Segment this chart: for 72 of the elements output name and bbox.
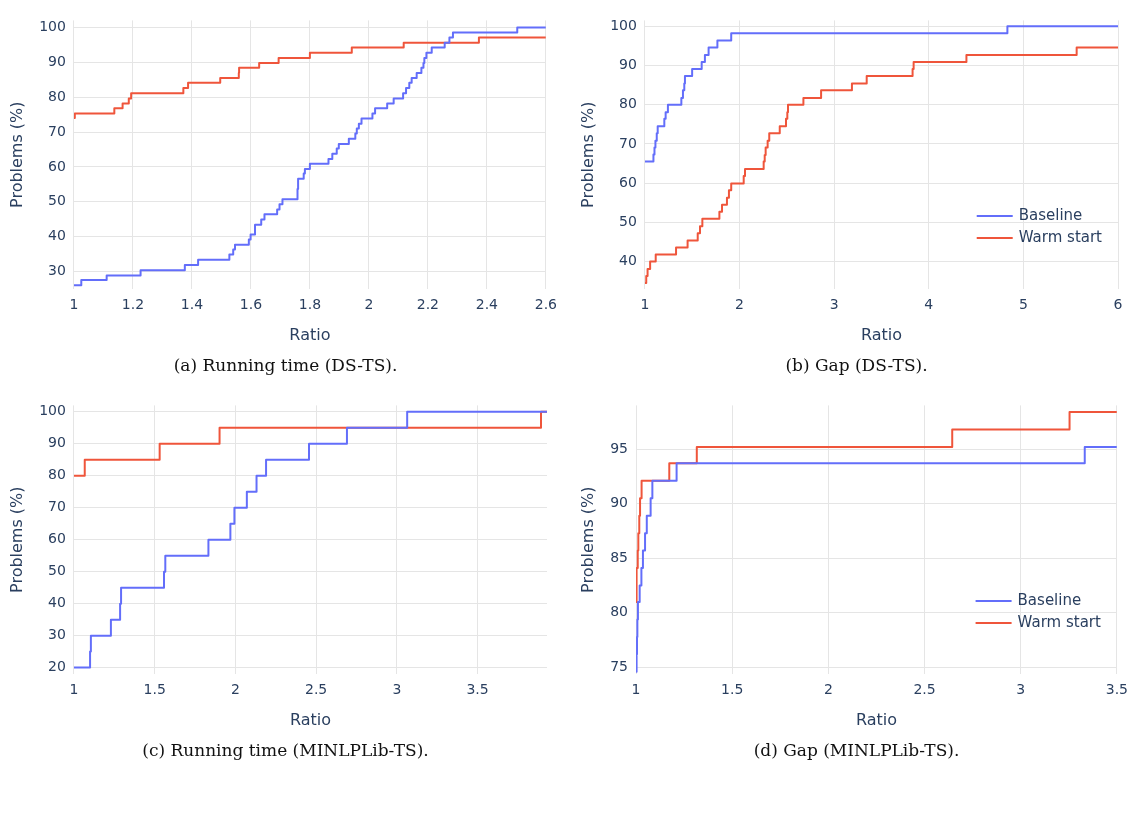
y-tick-label: 70 bbox=[48, 122, 66, 139]
y-tick-label: 90 bbox=[610, 494, 629, 511]
y-tick-label: 100 bbox=[610, 16, 637, 33]
y-tick-label: 60 bbox=[619, 173, 637, 190]
y-axis-title: Problems (%) bbox=[6, 101, 26, 208]
x-axis-title: Ratio bbox=[289, 709, 331, 729]
y-tick-label: 80 bbox=[610, 603, 629, 620]
x-tick-label: 1.5 bbox=[721, 681, 744, 698]
text: (d) Gap (MINLPLib-TS). bbox=[752, 740, 961, 760]
legend-label: Warm start bbox=[1017, 612, 1101, 631]
y-tick-label: 80 bbox=[48, 87, 66, 104]
y-axis-title: Problems (%) bbox=[577, 486, 597, 593]
x-tick-label: 1.5 bbox=[143, 681, 166, 698]
x-tick-label: 2.4 bbox=[475, 296, 499, 313]
x-tick-label: 2.5 bbox=[913, 681, 936, 698]
y-tick-label: 70 bbox=[48, 498, 66, 515]
x-axis-title: Ratio bbox=[855, 709, 897, 729]
y-tick-label: 30 bbox=[48, 262, 66, 279]
y-tick-label: 80 bbox=[48, 466, 66, 483]
y-tick-label: 85 bbox=[610, 548, 629, 565]
x-tick-label: 4 bbox=[924, 296, 934, 313]
x-axis-title: Ratio bbox=[860, 324, 902, 344]
x-tick-label: 3 bbox=[392, 681, 402, 698]
y-tick-label: 50 bbox=[48, 562, 66, 579]
y-tick-label: 70 bbox=[619, 134, 637, 151]
y-axis-title: Problems (%) bbox=[577, 101, 597, 208]
y-tick-label: 40 bbox=[48, 227, 66, 244]
y-tick-label: 50 bbox=[619, 212, 637, 229]
y-tick-label: 40 bbox=[48, 594, 66, 611]
x-axis-title: Ratio bbox=[289, 324, 331, 344]
x-tick-label: 3.5 bbox=[466, 681, 489, 698]
y-tick-label: 50 bbox=[48, 192, 66, 209]
x-tick-label: 1.6 bbox=[239, 296, 263, 313]
y-tick-label: 60 bbox=[48, 157, 66, 174]
y-tick-label: 100 bbox=[39, 18, 66, 35]
x-tick-label: 3 bbox=[829, 296, 839, 313]
y-tick-label: 100 bbox=[39, 402, 66, 419]
y-tick-label: 80 bbox=[619, 95, 637, 112]
x-tick-label: 2 bbox=[735, 296, 744, 313]
x-tick-label: 2 bbox=[823, 681, 833, 698]
x-tick-label: 6 bbox=[1113, 296, 1123, 313]
x-tick-label: 3 bbox=[1016, 681, 1026, 698]
y-tick-label: 90 bbox=[48, 434, 66, 451]
legend-label: Baseline bbox=[1017, 590, 1082, 609]
x-tick-label: 1.2 bbox=[121, 296, 145, 313]
y-tick-label: 90 bbox=[619, 56, 637, 73]
x-tick-label: 1 bbox=[631, 681, 641, 698]
y-axis-title: Problems (%) bbox=[6, 486, 26, 593]
y-tick-label: 30 bbox=[48, 626, 66, 643]
y-tick-label: 20 bbox=[48, 658, 66, 675]
y-tick-label: 95 bbox=[610, 439, 629, 456]
y-tick-label: 60 bbox=[48, 530, 66, 547]
text: (b) Gap (DS-TS). bbox=[784, 355, 929, 375]
legend-label: Warm start bbox=[1018, 227, 1103, 246]
x-tick-label: 1 bbox=[69, 681, 79, 698]
text: (c) Running time (MINLPLib-TS). bbox=[141, 740, 430, 760]
x-tick-label: 1.8 bbox=[298, 296, 322, 313]
legend-label: Baseline bbox=[1018, 205, 1083, 224]
x-tick-label: 2.5 bbox=[304, 681, 328, 698]
x-tick-label: 2 bbox=[364, 296, 374, 313]
x-tick-label: 2 bbox=[230, 681, 240, 698]
y-tick-label: 75 bbox=[610, 658, 629, 675]
x-tick-label: 3.5 bbox=[1105, 681, 1128, 698]
text: (a) Running time (DS-TS). bbox=[172, 355, 399, 375]
x-tick-label: 1.4 bbox=[180, 296, 204, 313]
y-tick-label: 90 bbox=[48, 52, 66, 69]
x-tick-label: 2.6 bbox=[534, 296, 558, 313]
y-tick-label: 40 bbox=[619, 252, 637, 269]
x-tick-label: 1 bbox=[69, 296, 79, 313]
x-tick-label: 2.2 bbox=[416, 296, 440, 313]
x-tick-label: 1 bbox=[640, 296, 650, 313]
x-tick-label: 5 bbox=[1018, 296, 1028, 313]
